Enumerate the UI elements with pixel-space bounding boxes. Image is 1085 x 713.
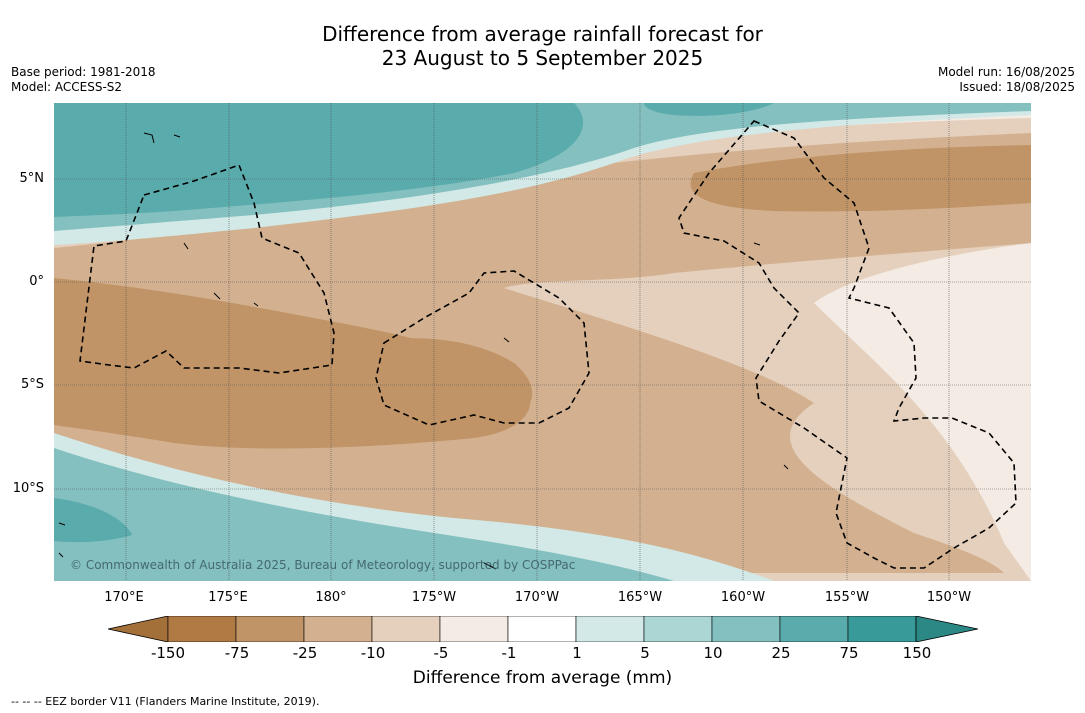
colorbar-tick: 10 [703, 644, 723, 662]
colorbar-arrow-high [915, 616, 978, 642]
colorbar-segment [507, 616, 577, 642]
colorbar-segment [167, 616, 237, 642]
colorbar-segment [439, 616, 509, 642]
colorbar-segment [371, 616, 441, 642]
colorbar-segment [847, 616, 917, 642]
colorbar-segment [235, 616, 305, 642]
colorbar-tick: -25 [292, 644, 318, 662]
colorbar-tick: 150 [902, 644, 932, 662]
x-tick-label: 150°W [926, 590, 972, 605]
map-gridlines [54, 103, 1031, 581]
dry-core-central [354, 338, 533, 428]
model-run: Model run: 16/08/2025 [937, 65, 1075, 79]
wet-band-south-mid [54, 448, 674, 581]
copyright-notice: © Commonwealth of Australia 2025, Bureau… [70, 558, 576, 572]
meta-left: Base period: 1981-2018 Model: ACCESS-S2 [11, 65, 156, 95]
wet-core-south [54, 498, 132, 543]
base-period: Base period: 1981-2018 [11, 65, 156, 79]
title-line-1: Difference from average rainfall forecas… [322, 22, 763, 46]
model-name: Model: ACCESS-S2 [11, 80, 123, 94]
colorbar-segment [643, 616, 713, 642]
colorbar-tick: -1 [501, 644, 517, 662]
colorbar-tick: -5 [433, 644, 449, 662]
colorbar-tick: 1 [572, 644, 582, 662]
y-tick-label: 5°N [19, 171, 45, 186]
issued-date: Issued: 18/08/2025 [959, 80, 1075, 94]
colorbar-segment [575, 616, 645, 642]
colorbar-segment [779, 616, 849, 642]
meta-right: Model run: 16/08/2025 Issued: 18/08/2025 [938, 65, 1075, 95]
map-title: Difference from average rainfall forecas… [0, 22, 1085, 70]
colorbar-label: Difference from average (mm) [412, 668, 673, 688]
x-tick-label: 170°E [104, 590, 144, 605]
colorbar-segment [711, 616, 781, 642]
colorbar-tick: -75 [224, 644, 250, 662]
colorbar [108, 616, 978, 642]
x-tick-label: 165°W [617, 590, 663, 605]
colorbar-tick: 75 [839, 644, 859, 662]
wet-patch-northeast [644, 103, 774, 116]
eez-borders [79, 120, 1017, 569]
colorbar-arrow-low [108, 616, 169, 642]
y-tick-label: 10°S [12, 481, 44, 496]
dry-band-mid [54, 133, 1031, 573]
wet-band-north-core [54, 103, 584, 217]
y-tick-label: 0° [29, 274, 44, 289]
x-tick-label: 180° [315, 590, 347, 605]
colorbar-tick: 25 [771, 644, 791, 662]
x-tick-label: 170°W [514, 590, 560, 605]
x-tick-label: 175°W [411, 590, 457, 605]
colorbar-tick: -10 [360, 644, 386, 662]
x-tick-label: 175°E [208, 590, 248, 605]
colorbar-segment [303, 616, 373, 642]
x-tick-label: 160°W [720, 590, 766, 605]
islands [58, 132, 789, 570]
x-tick-label: 155°W [824, 590, 870, 605]
y-tick-label: 5°S [20, 377, 44, 392]
colorbar-tick: -150 [150, 644, 186, 662]
title-line-2: 23 August to 5 September 2025 [381, 46, 704, 70]
rainfall-map [54, 103, 1031, 581]
colorbar-tick: 5 [640, 644, 650, 662]
dry-core-east [690, 145, 1031, 212]
eez-footnote: -- -- -- EEZ border V11 (Flanders Marine… [11, 695, 320, 708]
